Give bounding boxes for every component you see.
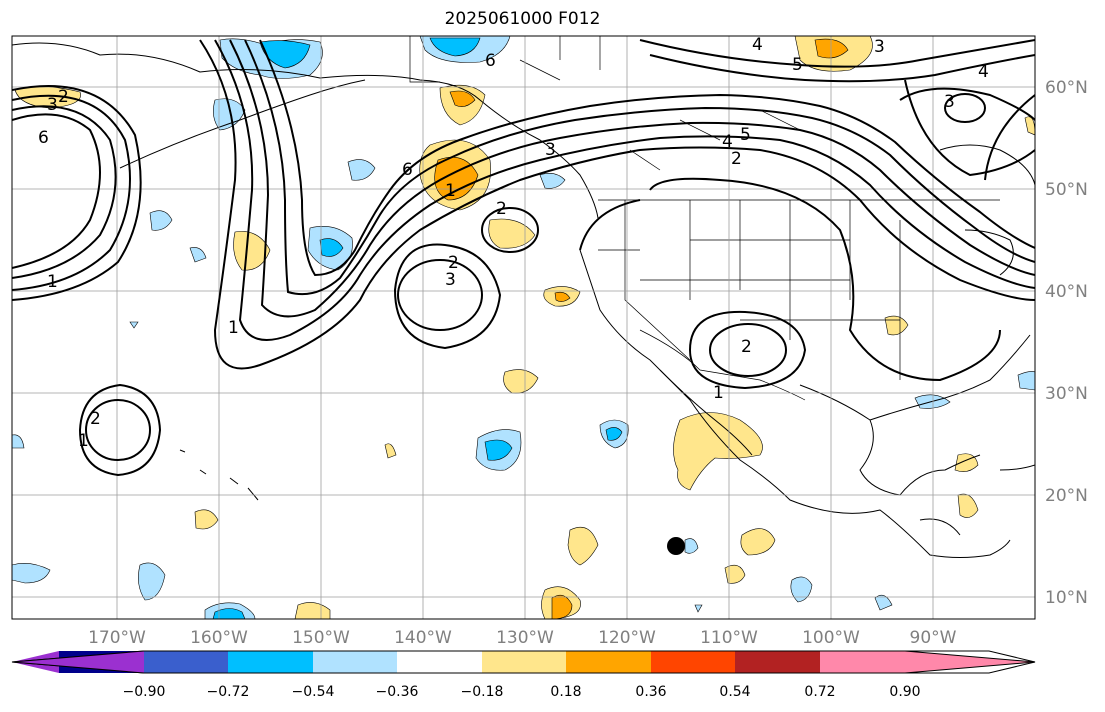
lat-label: 40°N [1045, 282, 1088, 302]
contour-label: 4 [722, 132, 733, 152]
colorbar-tick-label: −0.18 [461, 684, 504, 700]
lon-label: 150°W [292, 628, 350, 648]
contour-label: 6 [402, 160, 413, 180]
contour-label: 2 [58, 87, 69, 107]
latitude-labels: 60°N 50°N 40°N 30°N 20°N 10°N [1045, 78, 1088, 608]
contour-label: 6 [38, 128, 49, 148]
lat-label: 60°N [1045, 78, 1088, 98]
lat-label: 30°N [1045, 384, 1088, 404]
contour-label: 1 [713, 383, 724, 403]
colorbar-extend-low [12, 651, 144, 673]
contour-labels: 6 6 6 5 5 4 4 4 3 3 3 3 3 2 2 2 2 2 2 1 … [38, 35, 989, 451]
contour-label: 3 [545, 140, 556, 160]
contour-lines [12, 39, 1035, 477]
lon-label: 160°W [190, 628, 248, 648]
contour-label: 2 [496, 199, 507, 219]
lat-label: 10°N [1045, 588, 1088, 608]
colorbar-segment [397, 651, 482, 673]
colorbar-tick-label: 0.90 [889, 684, 920, 700]
contour-label: 1 [78, 431, 89, 451]
anomaly-shading [12, 36, 1035, 619]
colorbar-segment [820, 651, 905, 673]
colorbar-segment [482, 651, 566, 673]
colorbar-tick-label: −0.72 [207, 684, 250, 700]
colorbar-tick-label: −0.54 [292, 684, 335, 700]
colorbar-segment [735, 651, 820, 673]
contour-label: 3 [944, 92, 955, 112]
colorbar-tick-label: 0.18 [550, 684, 581, 700]
graticule [12, 36, 1035, 619]
contour-label: 2 [448, 253, 459, 273]
map-frame [11, 35, 1036, 620]
contour-label: 1 [47, 272, 58, 292]
contour-label: 3 [47, 95, 58, 115]
map-background [12, 36, 1035, 619]
colorbar-ticks: −0.90 −0.72 −0.54 −0.36 −0.18 0.18 0.36 … [123, 684, 921, 700]
lon-label: 130°W [496, 628, 554, 648]
lon-label: 170°W [88, 628, 146, 648]
map-title: 2025061000 F012 [444, 9, 601, 29]
contour-label: 2 [90, 409, 101, 429]
contour-label: 5 [740, 125, 751, 145]
colorbar-segment [566, 651, 651, 673]
colorbar-tick-label: 0.54 [719, 684, 750, 700]
contour-label: 1 [445, 181, 456, 201]
lon-label: 120°W [598, 628, 656, 648]
contour-label: 1 [228, 318, 239, 338]
contour-label: 4 [978, 62, 989, 82]
lat-label: 50°N [1045, 180, 1088, 200]
longitude-labels: 170°W 160°W 150°W 140°W 130°W 120°W 110°… [88, 628, 957, 648]
lon-label: 140°W [394, 628, 452, 648]
lat-label: 20°N [1045, 486, 1088, 506]
contour-label: 4 [752, 35, 763, 55]
colorbar-tick-label: −0.36 [376, 684, 419, 700]
colorbar-extend-high [905, 651, 1035, 673]
contour-label: 2 [741, 337, 752, 357]
contour-label: 5 [792, 55, 803, 75]
lon-label: 110°W [700, 628, 758, 648]
lon-label: 90°W [910, 628, 957, 648]
political-borders [409, 36, 1000, 401]
colorbar-segment [144, 651, 228, 673]
colorbar-tick-label: −0.90 [123, 684, 166, 700]
colorbar [11, 650, 1036, 674]
contour-label: 6 [485, 51, 496, 71]
colorbar-tick-label: 0.36 [635, 684, 666, 700]
colorbar-tick-label: 0.72 [804, 684, 835, 700]
location-marker [667, 537, 685, 555]
lon-label: 100°W [802, 628, 860, 648]
contour-label: 2 [731, 149, 742, 169]
contour-label: 3 [874, 37, 885, 57]
colorbar-segment [228, 651, 313, 673]
colorbar-segment [651, 651, 735, 673]
contour-label: 3 [445, 270, 456, 290]
colorbar-segment [313, 651, 397, 673]
